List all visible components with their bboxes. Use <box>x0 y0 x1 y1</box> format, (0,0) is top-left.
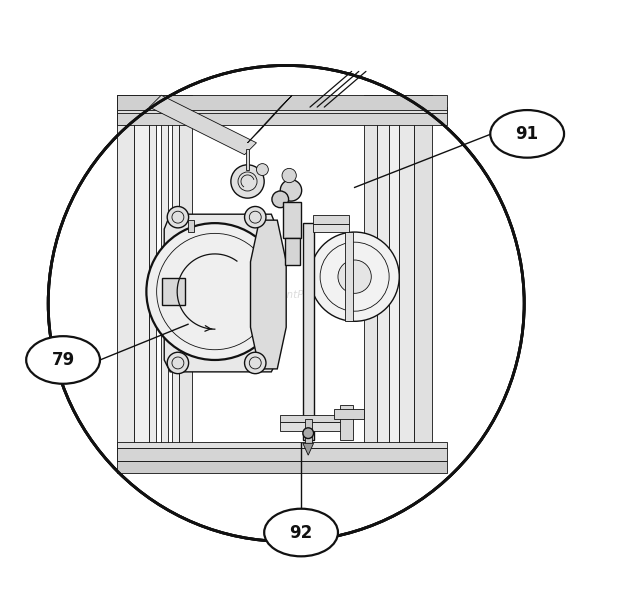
Polygon shape <box>303 443 314 455</box>
Bar <box>149 95 156 461</box>
Bar <box>188 220 194 232</box>
Polygon shape <box>250 220 286 369</box>
Polygon shape <box>164 214 277 372</box>
Ellipse shape <box>26 336 100 384</box>
Polygon shape <box>149 95 257 155</box>
Text: 79: 79 <box>51 351 74 369</box>
Bar <box>172 95 179 461</box>
Bar <box>363 95 376 461</box>
Bar <box>161 95 169 461</box>
Circle shape <box>244 206 266 228</box>
Text: 91: 91 <box>516 125 539 143</box>
Bar <box>117 448 447 461</box>
Ellipse shape <box>264 509 338 556</box>
Bar <box>117 110 447 125</box>
Circle shape <box>272 191 288 208</box>
Ellipse shape <box>490 110 564 158</box>
Circle shape <box>146 223 283 360</box>
Bar <box>280 422 348 431</box>
Bar <box>117 95 447 461</box>
Bar <box>162 278 185 305</box>
Circle shape <box>280 180 302 201</box>
Circle shape <box>48 65 524 541</box>
Polygon shape <box>247 95 292 143</box>
Circle shape <box>257 164 268 176</box>
Bar <box>340 405 353 440</box>
Text: 92: 92 <box>290 524 312 541</box>
Circle shape <box>282 168 296 183</box>
Circle shape <box>338 260 371 293</box>
Bar <box>117 95 447 110</box>
Circle shape <box>244 352 266 374</box>
Bar <box>285 238 300 265</box>
Bar <box>376 95 389 461</box>
Bar <box>389 95 399 461</box>
Bar <box>117 442 447 448</box>
Bar <box>246 149 249 170</box>
Bar <box>414 95 432 461</box>
Circle shape <box>167 352 188 374</box>
Bar <box>399 95 414 461</box>
Bar <box>303 223 314 440</box>
Circle shape <box>303 428 314 439</box>
Bar <box>280 415 348 422</box>
Bar <box>313 224 348 232</box>
Bar <box>117 461 447 473</box>
Bar <box>179 95 192 461</box>
Text: eReplacementParts.com: eReplacementParts.com <box>223 290 350 299</box>
Circle shape <box>310 232 399 321</box>
Circle shape <box>231 165 264 198</box>
Bar <box>117 95 135 461</box>
Bar <box>334 409 363 419</box>
Circle shape <box>167 206 188 228</box>
Bar <box>313 215 348 224</box>
Bar <box>117 107 447 113</box>
Bar <box>283 202 301 238</box>
Bar <box>135 95 149 461</box>
Bar <box>345 232 353 321</box>
Bar <box>304 419 312 443</box>
